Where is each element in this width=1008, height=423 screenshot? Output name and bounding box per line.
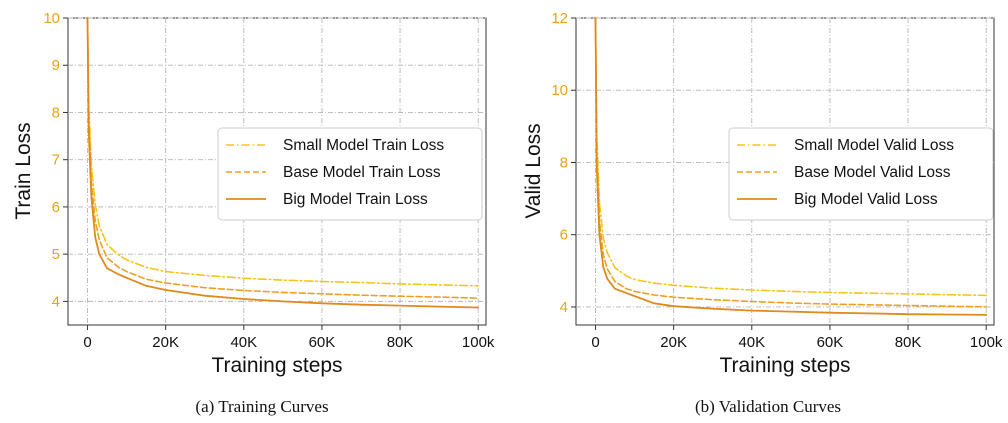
x-tick-label: 40K [738,334,765,351]
y-tick-label: 7 [52,152,60,169]
y-tick-label: 4 [560,299,568,316]
y-tick-label: 8 [52,104,60,121]
legend-label-small: Small Model Train Loss [283,137,444,154]
legend-box [728,127,994,221]
x-tick-label: 20K [152,334,179,351]
x-ticks: 0 20K 40K 60K 80K 100k [591,325,1003,351]
x-tick-label: 80K [895,334,922,351]
caption: (a) Training Curves [195,397,328,416]
x-tick-label: 60K [309,334,336,351]
legend: Small Model Valid Loss Base Model Valid … [728,127,994,221]
x-ticks: 0 20K 40K 60K 80K 100k [83,325,495,351]
y-axis-label: Valid Loss [522,123,545,218]
x-tick-label: 0 [83,334,91,351]
y-tick-label: 12 [551,10,568,27]
y-tick-label: 5 [52,246,60,263]
legend-label-base: Base Model Train Loss [283,164,441,181]
x-tick-label: 0 [591,334,599,351]
y-tick-label: 10 [551,82,568,99]
legend-label-big: Big Model Train Loss [283,191,428,208]
x-tick-label: 20K [660,334,687,351]
series-line-big [86,17,480,309]
training-curves-panel: 0 20K 40K 60K 80K 100k 4 5 6 7 8 9 10 Training step… [12,10,495,416]
y-tick-label: 6 [560,227,568,244]
legend: Small Model Train Loss Base Model Train … [217,127,483,221]
legend-box [217,127,483,221]
y-ticks: 4 5 6 7 8 9 10 [43,10,68,310]
series-lines [86,17,480,309]
series-lines [594,17,988,316]
legend-label-base: Base Model Valid Loss [794,164,951,181]
x-tick-label: 100k [970,334,1003,351]
series-line-small [86,17,480,287]
series-line-small [594,17,988,297]
legend-label-small: Small Model Valid Loss [794,137,954,154]
x-axis-label: Training steps [719,354,850,377]
x-tick-label: 80K [387,334,414,351]
plot-frame [575,17,995,326]
y-tick-label: 8 [560,154,568,171]
validation-curves-panel: 0 20K 40K 60K 80K 100k 4 6 8 10 12 Training steps… [522,10,1003,416]
caption: (b) Validation Curves [695,397,841,416]
y-tick-label: 9 [52,57,60,74]
x-tick-label: 40K [230,334,257,351]
legend-label-big: Big Model Valid Loss [794,191,938,208]
series-line-base [86,17,480,299]
x-tick-label: 100k [462,334,495,351]
y-ticks: 4 6 8 10 12 [551,10,576,316]
y-tick-label: 10 [43,10,60,27]
y-axis-label: Train Loss [12,122,35,219]
x-tick-label: 60K [817,334,844,351]
y-tick-label: 4 [52,293,60,310]
x-axis-label: Training steps [211,354,342,377]
y-tick-label: 6 [52,199,60,216]
series-line-big [594,17,988,316]
plot-frame [67,17,487,326]
series-line-base [594,17,988,308]
